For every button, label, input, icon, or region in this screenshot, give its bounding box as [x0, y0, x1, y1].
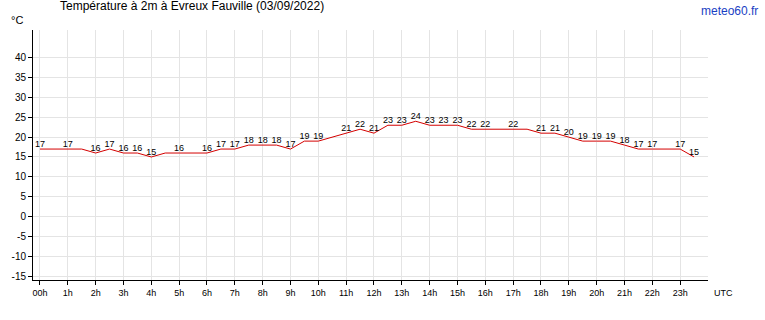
svg-text:22: 22: [355, 119, 365, 129]
svg-text:15: 15: [689, 147, 699, 157]
svg-text:17: 17: [63, 139, 73, 149]
svg-text:6h: 6h: [202, 288, 212, 298]
svg-text:21: 21: [536, 123, 546, 133]
svg-text:22: 22: [480, 119, 490, 129]
svg-text:23: 23: [383, 115, 393, 125]
svg-text:24: 24: [411, 111, 421, 121]
svg-text:11h: 11h: [339, 288, 353, 298]
svg-text:23h: 23h: [673, 288, 688, 298]
svg-text:0: 0: [20, 211, 26, 222]
svg-text:20: 20: [564, 127, 574, 137]
svg-text:17: 17: [633, 139, 643, 149]
svg-text:15: 15: [15, 151, 27, 162]
svg-text:7h: 7h: [230, 288, 240, 298]
svg-text:-5: -5: [17, 231, 26, 242]
svg-text:18h: 18h: [533, 288, 548, 298]
svg-text:9h: 9h: [285, 288, 295, 298]
svg-text:22h: 22h: [645, 288, 660, 298]
svg-text:20: 20: [15, 132, 27, 143]
svg-text:18: 18: [619, 135, 629, 145]
svg-text:18: 18: [244, 135, 254, 145]
svg-text:16: 16: [174, 143, 184, 153]
svg-text:1h: 1h: [63, 288, 73, 298]
svg-text:25: 25: [15, 112, 27, 123]
svg-text:Température à 2m à Evreux Fauv: Température à 2m à Evreux Fauville (03/0…: [60, 0, 324, 13]
svg-text:00h: 00h: [32, 288, 47, 298]
svg-text:23: 23: [397, 115, 407, 125]
svg-text:18: 18: [258, 135, 268, 145]
svg-text:22: 22: [508, 119, 518, 129]
svg-text:16: 16: [202, 143, 212, 153]
svg-text:17: 17: [230, 139, 240, 149]
svg-text:18: 18: [272, 135, 282, 145]
svg-text:meteo60.fr: meteo60.fr: [701, 4, 758, 18]
svg-text:19: 19: [578, 131, 588, 141]
svg-text:UTC: UTC: [714, 288, 733, 298]
svg-text:10: 10: [15, 171, 27, 182]
svg-text:21h: 21h: [617, 288, 632, 298]
svg-text:17: 17: [35, 139, 45, 149]
svg-text:16: 16: [91, 143, 101, 153]
svg-text:12h: 12h: [366, 288, 381, 298]
svg-text:17: 17: [105, 139, 115, 149]
svg-text:14h: 14h: [422, 288, 437, 298]
svg-text:15: 15: [146, 147, 156, 157]
svg-text:17h: 17h: [506, 288, 521, 298]
svg-text:17: 17: [675, 139, 685, 149]
svg-text:19: 19: [592, 131, 602, 141]
svg-text:20h: 20h: [589, 288, 604, 298]
svg-text:16h: 16h: [478, 288, 493, 298]
svg-text:21: 21: [550, 123, 560, 133]
svg-text:°C: °C: [11, 14, 23, 26]
svg-text:16: 16: [118, 143, 128, 153]
svg-text:15h: 15h: [450, 288, 465, 298]
svg-text:4h: 4h: [146, 288, 156, 298]
svg-text:30: 30: [15, 92, 27, 103]
svg-text:19: 19: [606, 131, 616, 141]
svg-text:23: 23: [452, 115, 462, 125]
svg-text:10h: 10h: [311, 288, 326, 298]
svg-text:19: 19: [299, 131, 309, 141]
svg-text:22: 22: [466, 119, 476, 129]
svg-text:2h: 2h: [91, 288, 101, 298]
svg-text:5h: 5h: [174, 288, 184, 298]
svg-text:40: 40: [15, 52, 27, 63]
svg-text:23: 23: [439, 115, 449, 125]
svg-text:17: 17: [647, 139, 657, 149]
svg-text:16: 16: [132, 143, 142, 153]
svg-text:-10: -10: [12, 251, 27, 262]
svg-text:17: 17: [285, 139, 295, 149]
svg-text:21: 21: [369, 123, 379, 133]
svg-text:5: 5: [20, 191, 26, 202]
svg-text:23: 23: [425, 115, 435, 125]
svg-text:17: 17: [216, 139, 226, 149]
svg-text:19h: 19h: [561, 288, 576, 298]
svg-text:-15: -15: [12, 271, 27, 282]
svg-text:35: 35: [15, 72, 27, 83]
svg-text:19: 19: [313, 131, 323, 141]
svg-text:8h: 8h: [258, 288, 268, 298]
svg-text:13h: 13h: [394, 288, 409, 298]
svg-text:3h: 3h: [118, 288, 128, 298]
svg-text:21: 21: [341, 123, 351, 133]
